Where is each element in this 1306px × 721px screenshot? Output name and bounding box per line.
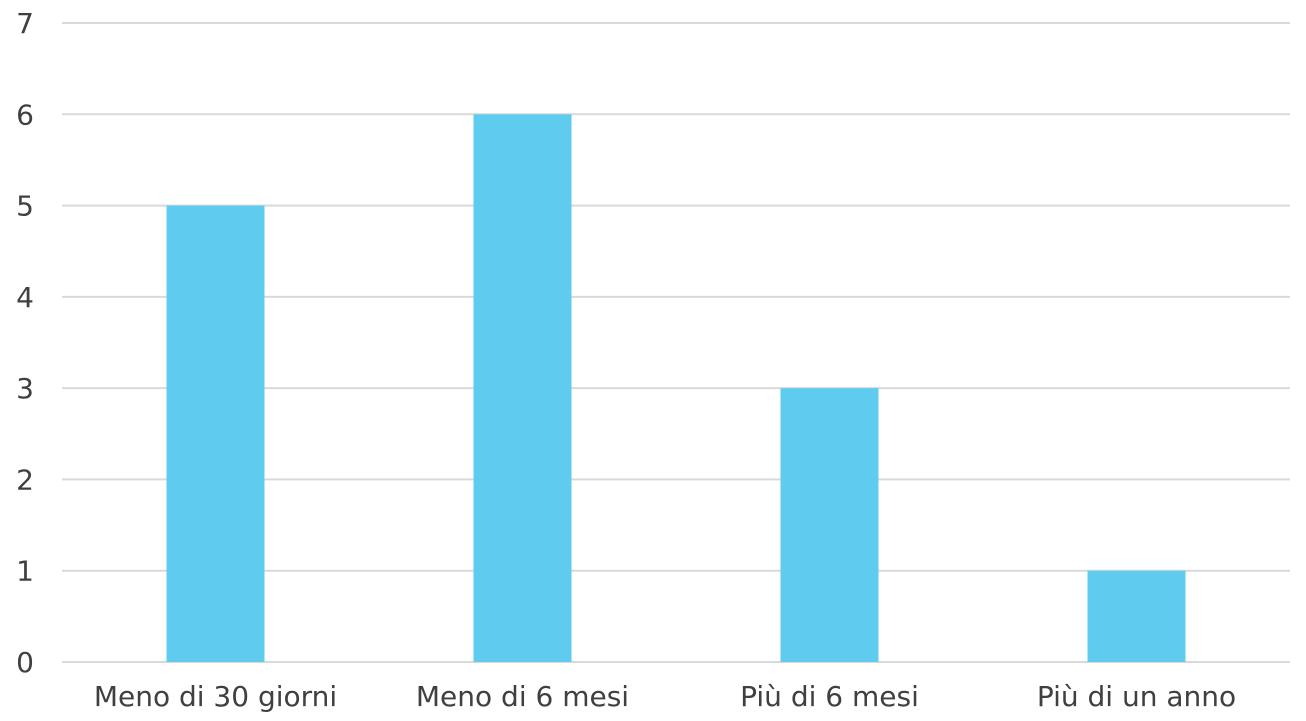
x-category-label: Meno di 6 mesi	[416, 680, 629, 713]
x-category-label: Più di un anno	[1037, 680, 1236, 713]
y-tick-label: 3	[16, 372, 34, 405]
y-tick-label: 1	[16, 555, 34, 588]
y-tick-label: 0	[16, 646, 34, 679]
y-tick-label: 6	[16, 98, 34, 131]
y-tick-label: 5	[16, 190, 34, 223]
y-tick-label: 4	[16, 281, 34, 314]
bar-4	[1087, 570, 1186, 662]
y-tick-label: 7	[16, 7, 34, 40]
x-category-label: Meno di 30 giorni	[94, 680, 337, 713]
bars	[166, 114, 1186, 663]
y-tick-label: 2	[16, 463, 34, 496]
gridlines	[62, 22, 1290, 663]
y-axis-ticks: 0 1 2 3 4 5 6 7	[16, 7, 34, 679]
x-axis-categories: Meno di 30 giorni Meno di 6 mesi Più di 6 …	[94, 680, 1236, 713]
bar-3	[780, 388, 879, 662]
x-category-label: Più di 6 mesi	[740, 680, 919, 713]
bar-2	[473, 114, 572, 663]
bar-1	[166, 205, 265, 663]
